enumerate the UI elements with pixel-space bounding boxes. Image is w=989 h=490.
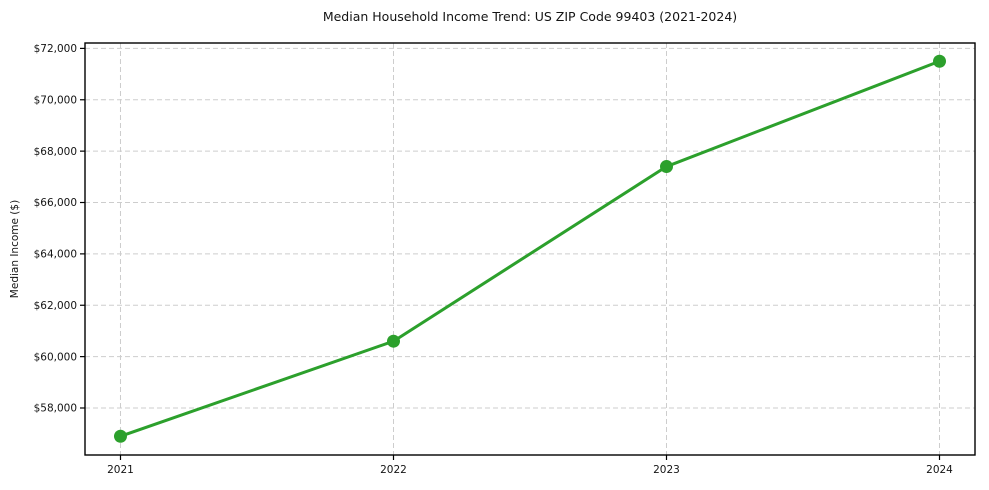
y-tick-label: $58,000 (34, 403, 77, 415)
chart-title: Median Household Income Trend: US ZIP Co… (322, 9, 738, 24)
axes-spines (84, 42, 976, 456)
x-tick-label: 2022 (380, 464, 407, 476)
y-tick-label: $68,000 (34, 146, 77, 158)
y-tick-label: $70,000 (34, 94, 77, 106)
x-tick-label: 2024 (926, 464, 953, 476)
data-point-2021 (113, 429, 127, 443)
trend-line (118, 59, 942, 438)
y-tick-label: $66,000 (34, 197, 77, 209)
data-point-2022 (386, 334, 400, 348)
y-tick-label: $60,000 (34, 351, 77, 363)
y-tick-label: $72,000 (34, 43, 77, 55)
x-tick-label: 2021 (107, 464, 134, 476)
x-tick-label: 2023 (653, 464, 680, 476)
data-point-2024 (933, 54, 947, 68)
y-tick-label: $64,000 (34, 249, 77, 261)
data-point-2023 (660, 160, 674, 174)
y-tick-label: $62,000 (34, 300, 77, 312)
